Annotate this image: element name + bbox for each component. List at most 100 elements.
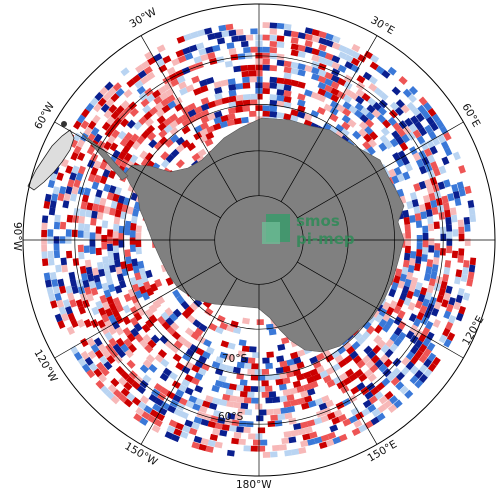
anomaly-cell xyxy=(104,270,112,279)
anomaly-cell xyxy=(160,311,170,321)
anomaly-cell xyxy=(395,381,405,391)
anomaly-cell xyxy=(99,294,108,304)
anomaly-cell xyxy=(441,299,449,308)
anomaly-cell xyxy=(109,264,117,273)
anomaly-cell xyxy=(154,278,163,288)
anomaly-cell xyxy=(391,367,401,377)
anomaly-cell xyxy=(181,112,191,121)
anomaly-cell xyxy=(425,266,433,275)
anomaly-cell xyxy=(318,56,327,65)
anomaly-cell xyxy=(405,238,411,247)
anomaly-cell xyxy=(141,129,151,140)
anomaly-cell xyxy=(158,129,168,139)
anomaly-cell xyxy=(323,90,333,100)
anomaly-cell xyxy=(348,372,358,382)
anomaly-cell xyxy=(387,116,397,127)
anomaly-cell xyxy=(173,428,183,437)
anomaly-cell xyxy=(364,126,374,136)
anomaly-cell xyxy=(197,367,207,376)
anomaly-cell xyxy=(188,427,198,436)
anomaly-cell xyxy=(123,293,132,303)
anomaly-cell xyxy=(325,366,335,376)
anomaly-cell xyxy=(395,158,405,168)
anomaly-cell xyxy=(137,307,146,317)
anomaly-cell xyxy=(142,104,152,114)
anomaly-cell xyxy=(200,418,210,427)
anomaly-cell xyxy=(290,49,299,57)
anomaly-cell xyxy=(317,75,327,84)
anomaly-cell xyxy=(160,358,170,368)
anomaly-cell xyxy=(236,426,244,433)
anomaly-cell xyxy=(317,69,327,78)
anomaly-cell xyxy=(332,436,342,445)
anomaly-cell xyxy=(44,193,52,202)
anomaly-cell xyxy=(103,141,112,151)
anomaly-cell xyxy=(80,338,89,348)
anomaly-cell xyxy=(168,371,178,381)
anomaly-cell xyxy=(95,233,102,241)
anomaly-cell xyxy=(170,78,180,87)
anomaly-cell xyxy=(193,55,203,64)
anomaly-cell xyxy=(462,266,469,275)
anomaly-cell xyxy=(296,373,305,382)
anomaly-cell xyxy=(406,290,414,300)
anomaly-cell xyxy=(361,330,371,340)
anomaly-cell xyxy=(221,381,231,390)
anomaly-cell xyxy=(89,97,99,107)
anomaly-cell xyxy=(182,425,191,434)
anomaly-cell xyxy=(282,388,291,396)
anomaly-cell xyxy=(107,87,117,97)
anomaly-cell xyxy=(309,368,319,377)
anomaly-cell xyxy=(251,397,259,404)
anomaly-cell xyxy=(358,373,368,383)
anomaly-cell xyxy=(445,285,453,294)
anomaly-cell xyxy=(66,214,74,223)
anomaly-cell xyxy=(126,392,136,402)
anomaly-cell xyxy=(290,61,299,69)
anomaly-cell xyxy=(367,314,376,324)
anomaly-cell xyxy=(367,403,377,413)
anomaly-cell xyxy=(389,332,399,343)
anomaly-cell xyxy=(148,139,158,149)
anomaly-cell xyxy=(134,80,144,89)
anomaly-cell xyxy=(103,361,113,371)
anomaly-cell xyxy=(235,94,244,102)
anomaly-cell xyxy=(67,312,76,322)
anomaly-cell xyxy=(83,245,90,253)
anomaly-cell xyxy=(428,245,435,253)
anomaly-cell xyxy=(276,22,285,30)
anomaly-cell xyxy=(311,28,320,37)
anomaly-cell xyxy=(399,385,409,395)
anomaly-cell xyxy=(181,139,191,149)
anomaly-cell xyxy=(304,27,313,35)
anomaly-cell xyxy=(426,185,434,195)
anomaly-cell xyxy=(304,89,313,98)
anomaly-cell xyxy=(143,280,152,290)
anomaly-cell xyxy=(227,107,237,115)
anomaly-cell xyxy=(95,380,105,390)
anomaly-cell xyxy=(171,380,181,389)
anomaly-cell xyxy=(416,135,426,145)
anomaly-cell xyxy=(283,113,292,121)
anomaly-cell xyxy=(218,24,227,32)
anomaly-cell xyxy=(424,124,433,134)
anomaly-cell xyxy=(416,242,423,250)
anomaly-cell xyxy=(451,250,459,259)
anomaly-cell xyxy=(166,390,176,400)
anomaly-cell xyxy=(107,135,116,145)
anomaly-cell xyxy=(283,72,292,80)
anomaly-cell xyxy=(187,102,197,112)
anomaly-cell xyxy=(410,345,419,355)
anomaly-cell xyxy=(262,64,270,71)
anomaly-cell xyxy=(409,324,418,334)
anomaly-cell xyxy=(129,154,139,164)
anomaly-cell xyxy=(213,80,222,89)
anomaly-cell xyxy=(377,106,387,116)
anomaly-cell xyxy=(172,308,182,318)
anomaly-cell xyxy=(194,112,204,121)
anomaly-cell xyxy=(86,369,96,379)
anomaly-cell xyxy=(54,214,61,223)
anomaly-cell xyxy=(120,370,130,381)
anomaly-cell xyxy=(77,244,84,253)
anomaly-cell xyxy=(146,124,156,134)
